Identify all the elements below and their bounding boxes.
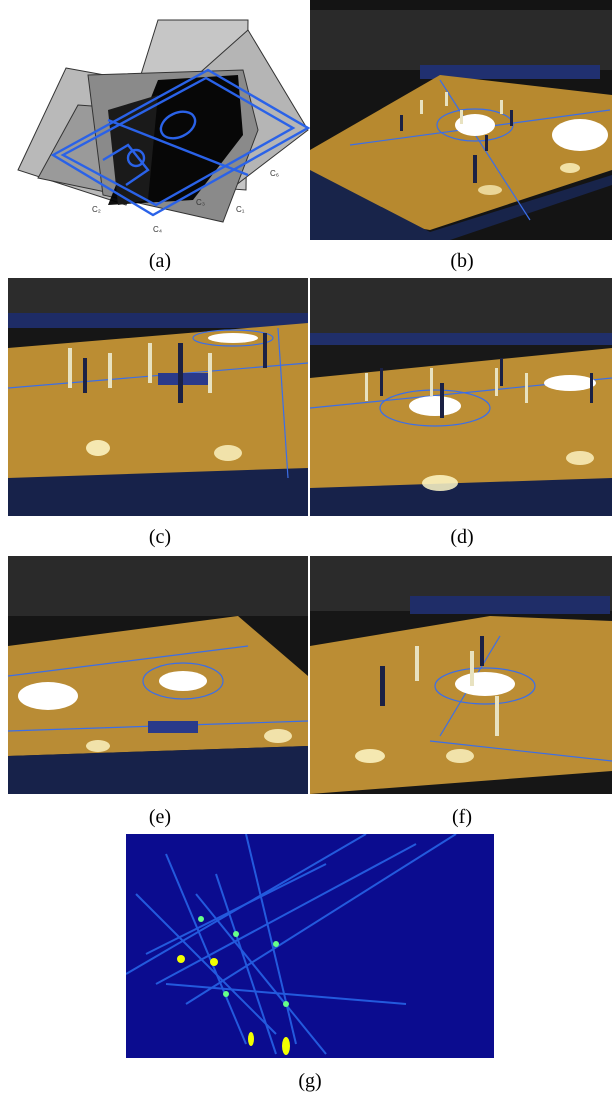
caption-e: (e) [148, 806, 172, 828]
label-c3: C₃ [196, 198, 205, 207]
panel-a-camera-diagram: C₂ C₃ C₄ C₁ C₆ [8, 0, 313, 240]
label-c1: C₁ [236, 205, 245, 214]
label-c2: C₂ [92, 205, 101, 214]
caption-a: (a) [148, 250, 172, 272]
panel-d-court-photo [310, 278, 612, 516]
label-c4: C₄ [153, 225, 162, 234]
label-c6: C₆ [270, 169, 279, 178]
caption-c: (c) [148, 526, 172, 548]
panel-e-court-photo [8, 556, 308, 794]
panel-b-court-photo [310, 0, 612, 240]
panel-f-court-photo [310, 556, 612, 794]
caption-g: (g) [298, 1070, 322, 1092]
caption-d: (d) [450, 526, 474, 548]
panel-c-court-photo [8, 278, 308, 516]
caption-b: (b) [450, 250, 474, 272]
panel-g-heatmap [126, 834, 494, 1058]
caption-f: (f) [452, 806, 472, 828]
